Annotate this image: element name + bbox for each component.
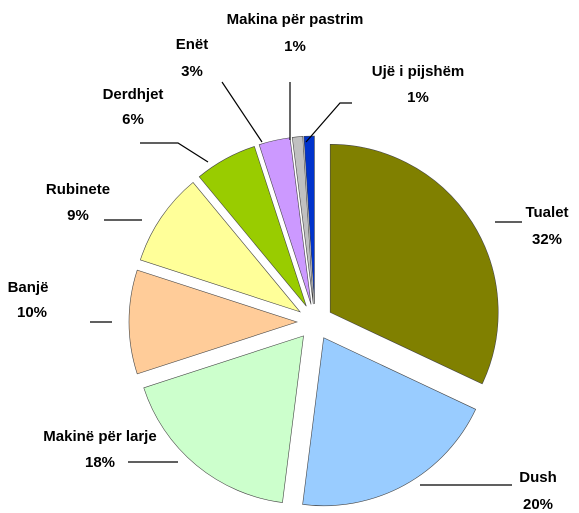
slice-label: Enët (176, 36, 209, 53)
slice-value-label: 18% (85, 454, 115, 471)
slice-label: Rubinete (46, 181, 110, 198)
pie-slice (128, 269, 298, 375)
pie-slice (198, 146, 307, 307)
pie-slice (303, 135, 315, 305)
slice-value-label: 6% (122, 111, 144, 128)
slice-label: Derdhjet (103, 86, 164, 103)
slice-label: Makina për pastrim (227, 11, 364, 28)
slice-label: Dush (519, 469, 557, 486)
slice-label: Tualet (525, 204, 568, 221)
slice-value-label: 10% (17, 304, 47, 321)
leader-line (221, 81, 263, 143)
leader-line (305, 102, 352, 143)
slice-label: Ujë i pijshëm (372, 63, 465, 80)
slice-value-label: 1% (407, 89, 429, 106)
pie-slice (139, 182, 302, 313)
slice-label: Makinë për larje (43, 428, 156, 445)
slice-value-label: 1% (284, 38, 306, 55)
slice-value-label: 20% (523, 496, 553, 513)
pie-slice (291, 136, 314, 305)
pie-slice (329, 144, 499, 385)
slice-value-label: 32% (532, 231, 562, 248)
pie-slice (143, 335, 304, 503)
slice-value-label: 3% (181, 63, 203, 80)
slice-value-label: 9% (67, 207, 89, 224)
slice-label: Banjë (8, 279, 49, 296)
leader-line (140, 142, 209, 163)
pie-slice (302, 337, 477, 507)
